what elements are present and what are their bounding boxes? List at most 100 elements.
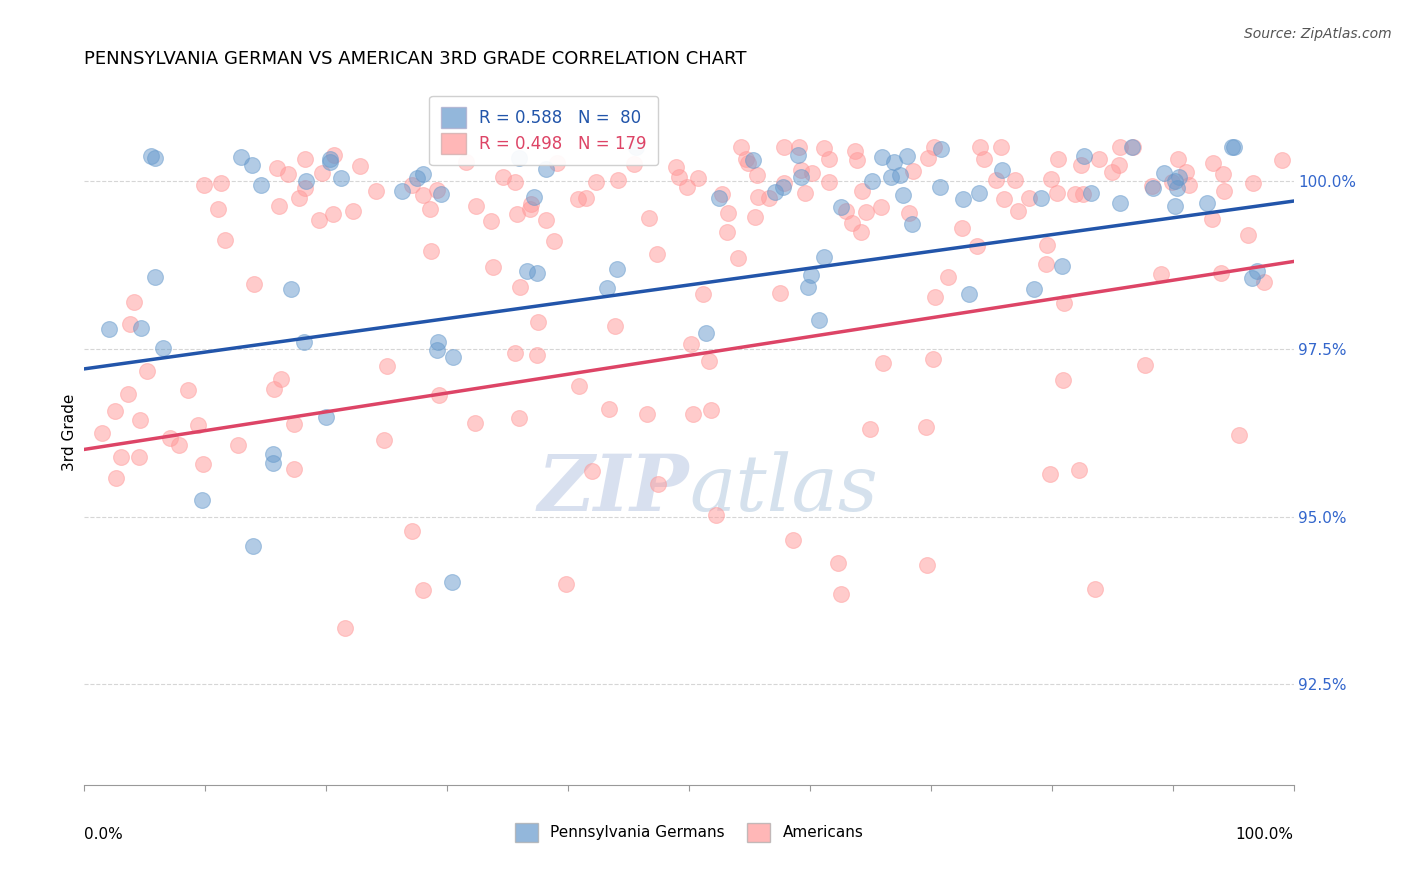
Point [897, 206, 920, 220]
Point [585, 175, 607, 189]
Point [1073, 148, 1095, 162]
Point [207, 202, 229, 216]
Point [598, 402, 620, 417]
Point [717, 205, 740, 219]
Point [527, 315, 550, 329]
Point [129, 321, 152, 335]
Point [479, 214, 502, 228]
Point [505, 207, 527, 221]
Point [1223, 140, 1246, 154]
Point [1142, 181, 1164, 195]
Point [1175, 165, 1198, 179]
Point [1101, 165, 1123, 179]
Point [1201, 155, 1223, 169]
Point [277, 168, 299, 182]
Point [849, 226, 872, 240]
Point [595, 280, 617, 294]
Point [1201, 211, 1223, 226]
Point [269, 199, 291, 213]
Point [335, 620, 357, 634]
Point [1149, 267, 1171, 281]
Text: PENNSYLVANIA GERMAN VS AMERICAN 3RD GRADE CORRELATION CHART: PENNSYLVANIA GERMAN VS AMERICAN 3RD GRAD… [84, 50, 747, 68]
Point [973, 153, 995, 167]
Point [145, 151, 167, 165]
Point [280, 282, 302, 296]
Point [835, 204, 858, 219]
Point [1084, 582, 1107, 596]
Point [1035, 237, 1057, 252]
Point [1220, 140, 1243, 154]
Point [412, 167, 434, 181]
Point [763, 185, 786, 199]
Point [555, 576, 578, 591]
Point [366, 184, 388, 198]
Point [226, 437, 249, 451]
Point [342, 204, 364, 219]
Point [143, 270, 166, 285]
Point [924, 290, 946, 304]
Point [1109, 195, 1132, 210]
Point [928, 180, 950, 194]
Y-axis label: 3rd Grade: 3rd Grade [62, 394, 77, 471]
Point [135, 364, 157, 378]
Point [636, 407, 658, 421]
Point [319, 152, 342, 166]
Point [295, 173, 318, 187]
Point [1122, 140, 1144, 154]
Point [900, 217, 922, 231]
Point [1071, 187, 1094, 202]
Point [606, 261, 628, 276]
Point [523, 190, 546, 204]
Point [1053, 296, 1076, 310]
Point [860, 174, 883, 188]
Point [1047, 152, 1070, 166]
Point [456, 155, 478, 169]
Point [441, 574, 464, 589]
Point [737, 156, 759, 170]
Point [645, 247, 668, 261]
Point [465, 199, 488, 213]
Point [1164, 199, 1187, 213]
Point [294, 152, 316, 166]
Point [419, 202, 441, 217]
Point [769, 285, 792, 300]
Point [1153, 166, 1175, 180]
Point [412, 187, 434, 202]
Point [606, 173, 628, 187]
Point [464, 416, 486, 430]
Point [1160, 175, 1182, 189]
Point [1067, 463, 1090, 477]
Point [922, 140, 945, 154]
Point [294, 181, 316, 195]
Point [1166, 181, 1188, 195]
Point [734, 153, 756, 167]
Point [745, 168, 768, 182]
Point [793, 186, 815, 200]
Point [990, 140, 1012, 154]
Point [288, 191, 311, 205]
Point [846, 153, 869, 167]
Point [727, 251, 749, 265]
Point [1022, 282, 1045, 296]
Point [1227, 428, 1250, 442]
Point [546, 156, 568, 170]
Point [90, 425, 112, 440]
Point [508, 151, 530, 165]
Point [891, 187, 914, 202]
Point [807, 313, 830, 327]
Point [969, 140, 991, 154]
Point [1168, 169, 1191, 184]
Point [427, 388, 450, 402]
Point [772, 179, 794, 194]
Point [1108, 158, 1130, 172]
Point [1142, 179, 1164, 194]
Point [122, 295, 145, 310]
Point [419, 244, 441, 258]
Point [1007, 203, 1029, 218]
Point [786, 147, 808, 161]
Point [375, 359, 398, 373]
Point [1018, 191, 1040, 205]
Point [1241, 176, 1264, 190]
Point [242, 539, 264, 553]
Point [966, 239, 988, 253]
